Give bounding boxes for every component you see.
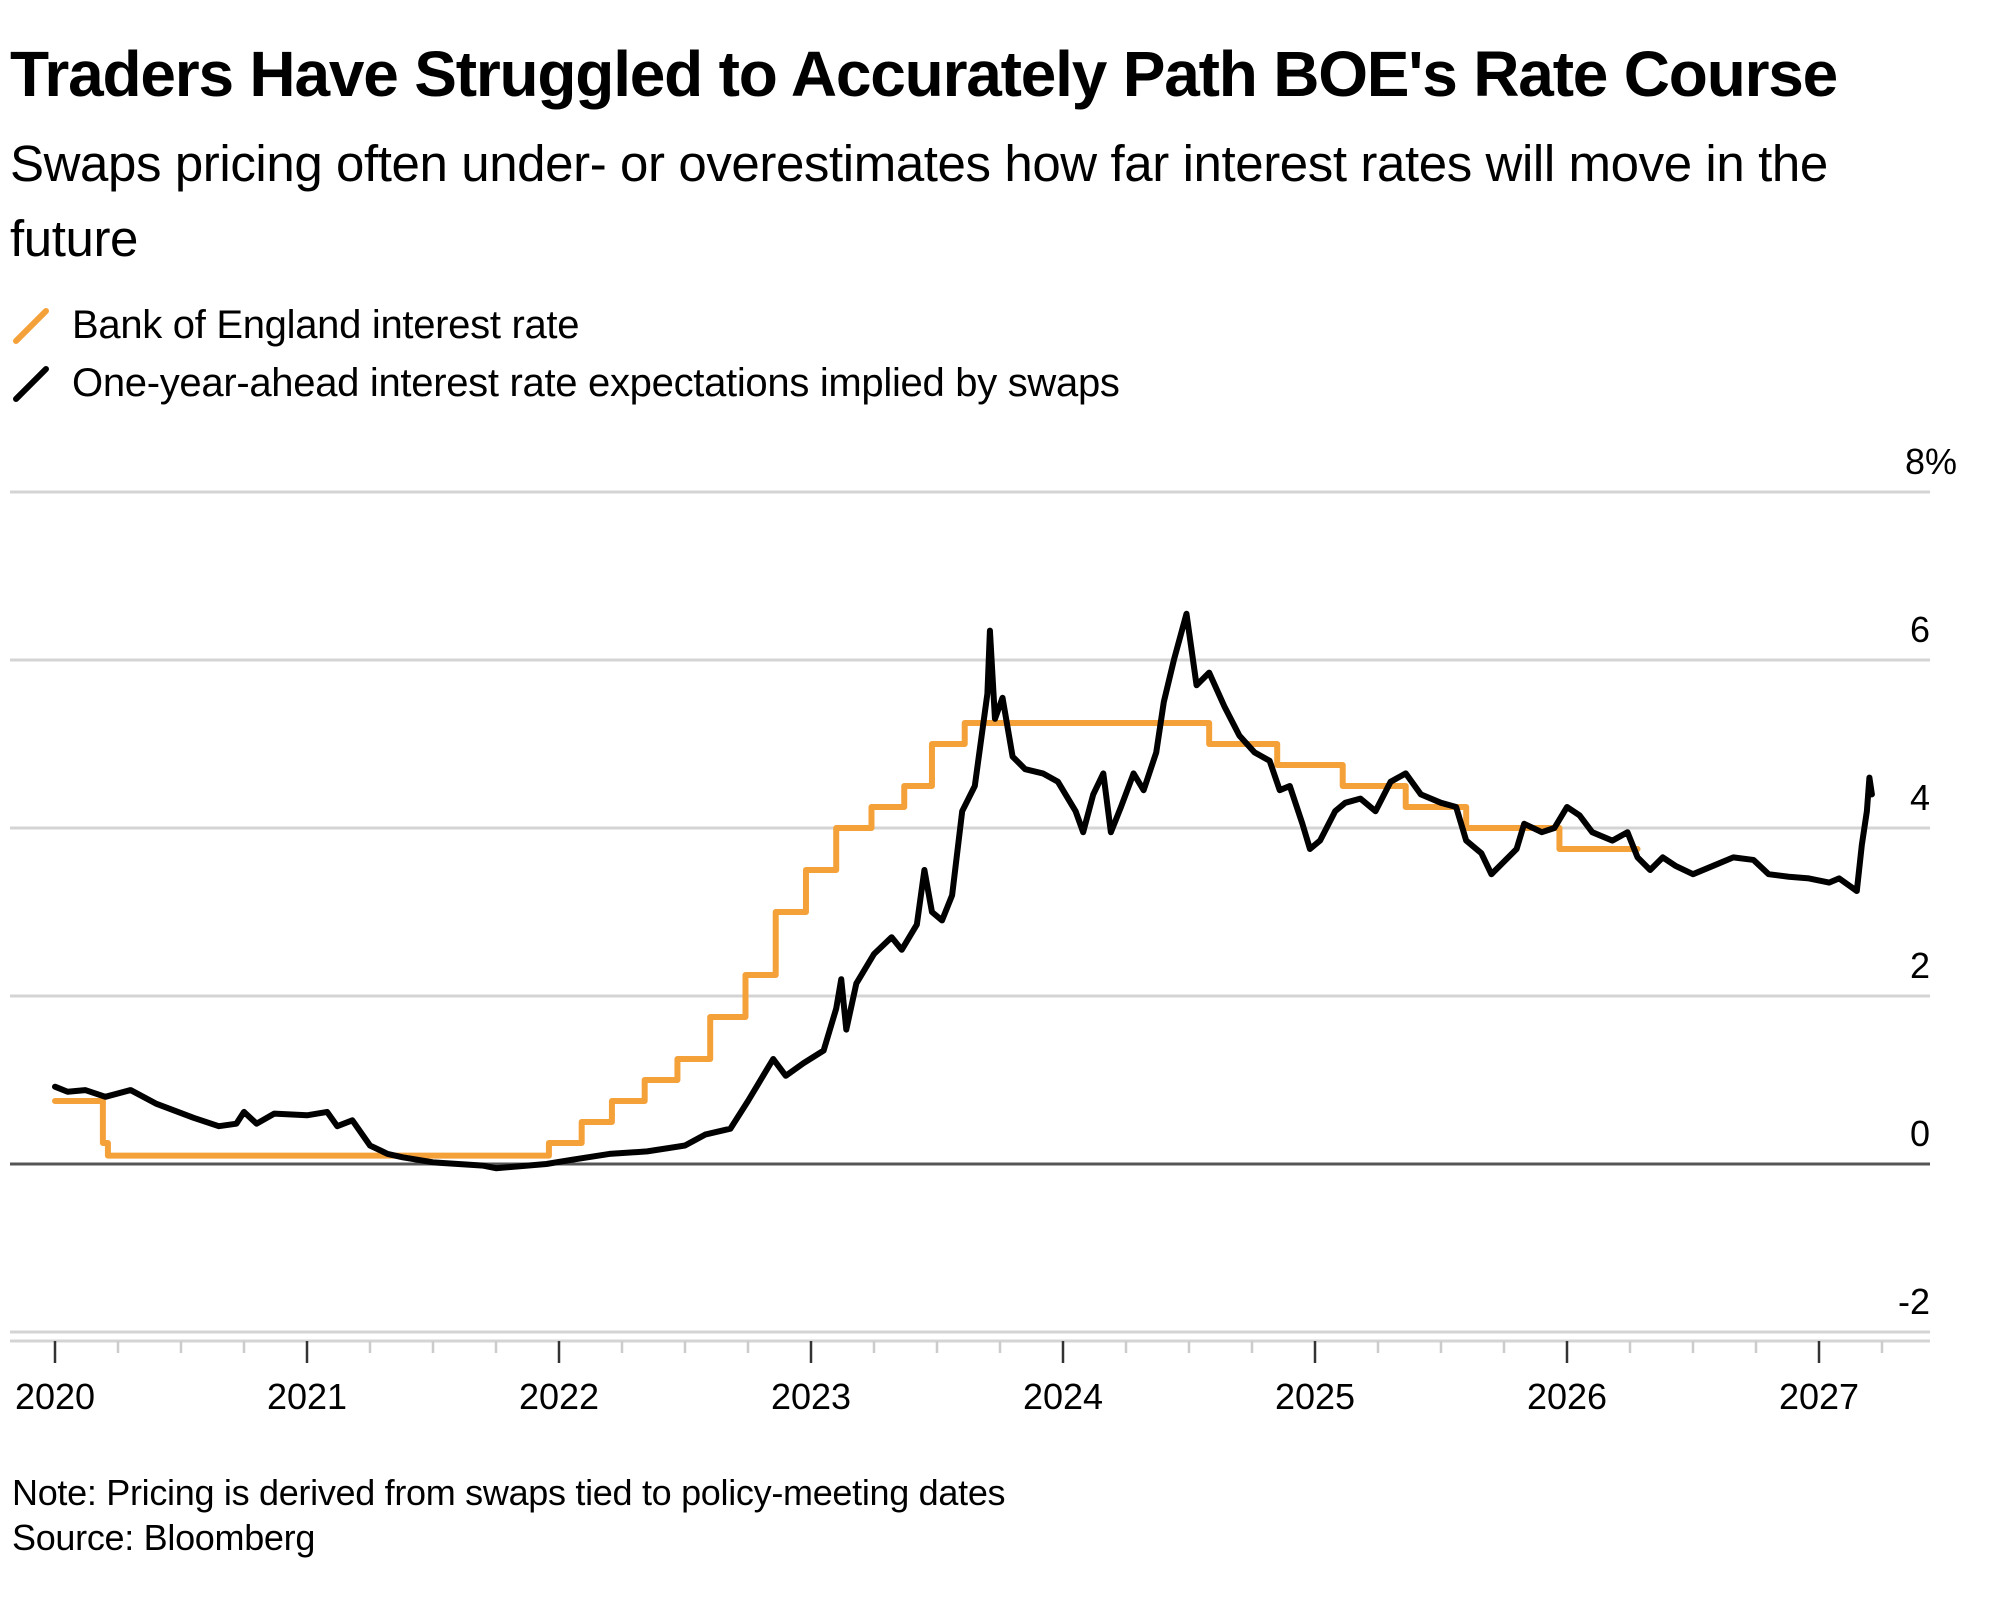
legend: Bank of England interest rate One-year-a… <box>10 296 1120 412</box>
x-tick-label: 2020 <box>15 1376 95 1417</box>
x-tick-label: 2021 <box>267 1376 347 1417</box>
x-tick-label: 2027 <box>1779 1376 1859 1417</box>
diagonal-line-icon <box>10 363 60 403</box>
footnote: Note: Pricing is derived from swaps tied… <box>12 1472 1006 1513</box>
legend-label-swaps-expectations: One-year-ahead interest rate expectation… <box>72 360 1120 405</box>
x-tick-label: 2026 <box>1527 1376 1607 1417</box>
legend-item-boe-rate: Bank of England interest rate <box>10 296 1120 354</box>
y-tick-label: -2 <box>1898 1281 1930 1322</box>
y-tick-label: 4 <box>1910 777 1930 818</box>
gridlines <box>10 490 1930 1334</box>
x-tick-label: 2024 <box>1023 1376 1103 1417</box>
source-note: Source: Bloomberg <box>12 1517 316 1558</box>
series-line-swaps-expectations <box>52 610 1875 1172</box>
y-tick-label: 6 <box>1910 609 1930 650</box>
x-tick-label: 2023 <box>771 1376 851 1417</box>
legend-swatch-swaps <box>13 366 49 402</box>
chart-subtitle: Swaps pricing often under- or overestima… <box>10 135 1828 267</box>
y-tick-label: 2 <box>1910 945 1930 986</box>
y-tick-label: 8% <box>1905 441 1957 482</box>
y-tick-label: 0 <box>1910 1113 1930 1154</box>
series-lines <box>52 610 1875 1172</box>
footer: Note: Pricing is derived from swaps tied… <box>12 1470 1006 1560</box>
legend-swatch-boe <box>13 308 49 344</box>
legend-label-boe-rate: Bank of England interest rate <box>72 302 580 347</box>
chart-title: Traders Have Struggled to Accurately Pat… <box>10 38 1838 110</box>
series-line-boe-rate <box>52 720 1641 1159</box>
legend-item-swaps-expectations: One-year-ahead interest rate expectation… <box>10 354 1120 412</box>
y-axis-labels: -2 0 2 4 6 8% <box>1898 441 1957 1322</box>
x-tick-label: 2025 <box>1275 1376 1355 1417</box>
x-axis: 2020 2021 2022 2023 2024 2025 2026 2027 <box>10 1339 1930 1417</box>
x-tick-label: 2022 <box>519 1376 599 1417</box>
diagonal-line-icon <box>10 305 60 345</box>
